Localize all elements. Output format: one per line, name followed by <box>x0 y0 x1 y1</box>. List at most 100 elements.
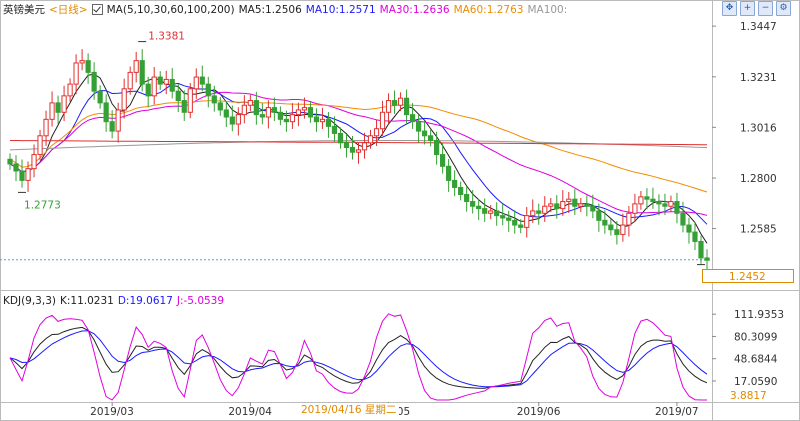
candle-body <box>566 198 572 203</box>
candle-body <box>223 109 229 118</box>
ma200-line <box>10 140 707 146</box>
candle-body <box>415 121 422 132</box>
candle-body <box>13 163 19 172</box>
candle-body <box>632 203 638 214</box>
candle-body <box>7 158 13 165</box>
kdj-lines <box>9 313 708 401</box>
candle-body <box>638 196 644 205</box>
ma10-value: MA10:1.2571 <box>305 3 376 16</box>
candle-body <box>151 76 157 97</box>
kdj-tick-label: 111.9353 <box>734 309 784 321</box>
candle-body <box>355 149 362 153</box>
candle-body <box>103 102 109 123</box>
time-tick-label: 2019/06 <box>517 406 561 418</box>
zoom-out-icon[interactable]: − <box>758 1 773 16</box>
candle-body <box>548 203 554 207</box>
candle-body <box>61 95 67 113</box>
candle-body <box>25 168 31 181</box>
candle-body <box>488 210 494 214</box>
time-tick-label: 2019/03 <box>90 406 134 418</box>
candle-body <box>67 83 73 97</box>
ma30-line <box>9 91 708 216</box>
candle-body <box>542 205 548 214</box>
candle-body <box>187 88 193 113</box>
candle-body <box>91 71 97 92</box>
candle-body <box>19 170 25 181</box>
candle-body <box>199 76 205 85</box>
ma-toggle-checkbox[interactable] <box>91 4 103 15</box>
candle-body <box>367 135 374 144</box>
candle-body <box>283 118 290 123</box>
candle-body <box>602 219 608 226</box>
candle-body <box>193 76 199 90</box>
time-tick-label: 2019/04 <box>228 406 272 418</box>
candle-body <box>127 71 133 90</box>
candle-body <box>379 111 386 130</box>
candle-body <box>301 107 308 111</box>
candle-body <box>115 109 121 132</box>
candle-body <box>620 224 626 235</box>
kdj-d-value: D:19.0617 <box>117 295 173 307</box>
period-label[interactable]: <日线> <box>49 4 88 16</box>
candle-body <box>55 102 61 113</box>
candle-body <box>668 201 674 207</box>
candle-body <box>506 217 512 221</box>
price-tick-label: 1.3447 <box>740 21 777 33</box>
candle-body <box>313 116 320 123</box>
candle-body <box>121 88 127 111</box>
candle-body <box>277 111 283 120</box>
candle-body <box>409 114 416 123</box>
candle-body <box>476 205 482 210</box>
kdj-d-line <box>9 330 708 388</box>
settings-icon[interactable]: ⚙ <box>776 1 791 16</box>
candle-body <box>662 203 668 207</box>
candle-body <box>644 196 650 200</box>
candle-body <box>434 139 440 156</box>
price-tick-label: 1.3231 <box>740 72 777 84</box>
candlesticks <box>7 49 710 271</box>
candle-body <box>181 100 187 113</box>
candle-body <box>596 210 602 221</box>
candle-body <box>440 154 446 167</box>
move-icon[interactable]: ✥ <box>722 1 737 16</box>
candle-body <box>536 210 542 214</box>
candle-body <box>97 90 103 104</box>
candle-body <box>626 212 632 226</box>
candle-body <box>686 224 692 233</box>
candle-body <box>259 114 265 118</box>
candle-body <box>572 198 578 207</box>
ma60-line <box>9 100 708 193</box>
candle-body <box>319 118 326 123</box>
candle-body <box>427 135 434 141</box>
candle-body <box>494 210 500 217</box>
candle-body <box>163 78 169 85</box>
ma100-value: MA100: <box>527 3 568 16</box>
candle-body <box>85 60 91 73</box>
zoom-in-icon[interactable]: + <box>740 1 755 16</box>
candle-body <box>692 231 698 242</box>
candle-body <box>157 76 163 85</box>
candle-body <box>608 224 614 231</box>
candle-body <box>452 179 458 188</box>
candle-body <box>343 142 350 149</box>
low-annotation: 1.2773 <box>24 199 61 211</box>
candle-body <box>674 201 680 214</box>
candle-body <box>49 102 55 120</box>
candle-body <box>253 100 259 116</box>
kdj-legend: KDJ(9,3,3) K:11.0231 D:19.0617 J:-5.0539 <box>3 295 224 307</box>
candle-body <box>325 118 332 127</box>
candle-body <box>403 97 410 116</box>
candle-body <box>500 215 506 219</box>
candle-body <box>235 114 241 125</box>
candle-body <box>397 97 404 106</box>
ma60-value: MA60:1.2763 <box>453 3 524 16</box>
candle-body <box>349 147 356 153</box>
candle-body <box>704 257 710 261</box>
candle-body <box>680 212 686 226</box>
kdj-j-value: J:-5.0539 <box>176 295 225 307</box>
candle-body <box>361 142 368 151</box>
candle-body <box>73 62 79 85</box>
candle-body <box>37 135 43 156</box>
